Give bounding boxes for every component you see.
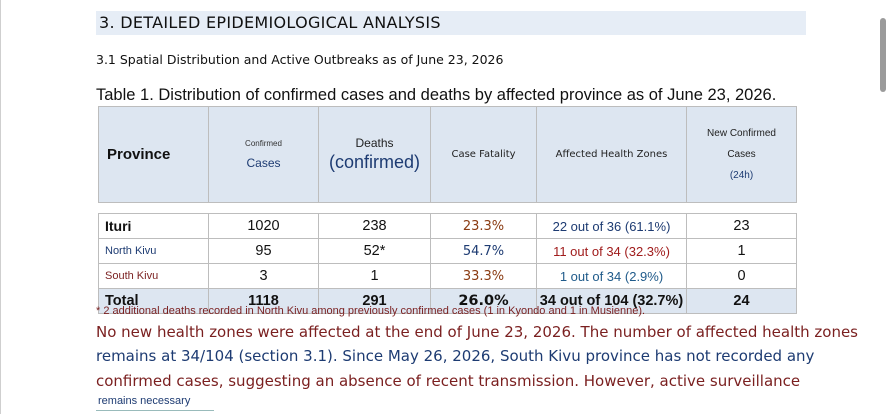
table-footnote: * 2 additional deaths recorded in North … [96, 305, 646, 317]
province-cell: North Kivu [98, 238, 209, 264]
table-caption: Table 1. Distribution of confirmed cases… [96, 86, 777, 104]
cases-cell: 95 [208, 238, 319, 264]
spacer-cell [208, 202, 319, 214]
new-cases-cell: 1 [686, 238, 797, 264]
header-deaths-line2: (confirmed) [328, 152, 421, 172]
table-row-north-kivu: North Kivu 95 52* 54.7% 11 out of 34 (32… [98, 238, 797, 264]
header-affected-zones: Affected Health Zones [536, 106, 687, 203]
header-cases: Confirmed Cases [208, 106, 319, 203]
table-row-south-kivu: South Kivu 3 1 33.3% 1 out of 34 (2.9%) … [98, 263, 797, 289]
subsection-title: 3.1 Spatial Distribution and Active Outb… [96, 52, 504, 67]
spacer-cell [430, 202, 537, 214]
header-cases-line1: Confirmed [245, 139, 282, 148]
zones-cell: 22 out of 36 (61.1%) [536, 213, 687, 239]
table-row-total: Total 1118 291 26.0% 34 out of 104 (32.7… [98, 288, 797, 314]
cases-table: Province Confirmed Cases Deaths (confirm… [98, 106, 797, 314]
table-header-row: Province Confirmed Cases Deaths (confirm… [98, 106, 797, 203]
header-new-line2: Cases [727, 149, 756, 160]
section-heading: 3. DETAILED EPIDEMIOLOGICAL ANALYSIS [96, 11, 806, 35]
table-spacer-row [98, 202, 797, 214]
header-case-fatality: Case Fatality [430, 106, 537, 203]
paragraph-line-3: confirmed cases, suggesting an absence o… [96, 372, 801, 390]
province-cell: Ituri [98, 213, 209, 239]
new-cases-cell: 23 [686, 213, 797, 239]
header-cases-line2: Cases [246, 156, 281, 170]
paragraph-line-2: remains at 34/104 (section 3.1). Since M… [96, 347, 815, 365]
header-new-line1: New Confirmed [707, 128, 776, 139]
zones-cell: 11 out of 34 (32.3%) [536, 238, 687, 264]
cases-cell: 1020 [208, 213, 319, 239]
total-deaths-cell: 291 [318, 288, 431, 314]
scrollbar-thumb[interactable] [880, 18, 886, 92]
text-underline [96, 410, 214, 411]
cfr-cell: 33.3% [430, 263, 537, 289]
table-row-ituri: Ituri 1020 238 23.3% 22 out of 36 (61.1%… [98, 213, 797, 239]
total-zones-cell: 34 out of 104 (32.7%) [536, 288, 687, 314]
total-label-cell: Total [98, 288, 209, 314]
page-left-border [0, 0, 1, 414]
spacer-cell [318, 202, 431, 214]
cfr-cell: 54.7% [430, 238, 537, 264]
zones-cell: 1 out of 34 (2.9%) [536, 263, 687, 289]
spacer-cell [686, 202, 797, 214]
header-deaths: Deaths (confirmed) [318, 106, 431, 203]
vertical-scrollbar[interactable] [877, 0, 892, 414]
new-cases-cell: 0 [686, 263, 797, 289]
paragraph-line-1: No new health zones were affected at the… [96, 323, 858, 341]
cfr-cell: 23.3% [430, 213, 537, 239]
deaths-cell: 238 [318, 213, 431, 239]
spacer-cell [536, 202, 687, 214]
header-deaths-line1: Deaths [355, 136, 394, 150]
cases-cell: 3 [208, 263, 319, 289]
header-new-line3: (24h) [729, 170, 754, 181]
total-new-cases-cell: 24 [686, 288, 797, 314]
spacer-cell [98, 202, 209, 214]
province-cell: South Kivu [98, 263, 209, 289]
paragraph-line-4: remains necessary [98, 395, 191, 407]
total-cfr-cell: 26.0% [430, 288, 537, 314]
deaths-cell: 1 [318, 263, 431, 289]
header-province: Province [98, 106, 209, 203]
header-new-cases: New Confirmed Cases (24h) [686, 106, 797, 203]
deaths-cell: 52* [318, 238, 431, 264]
